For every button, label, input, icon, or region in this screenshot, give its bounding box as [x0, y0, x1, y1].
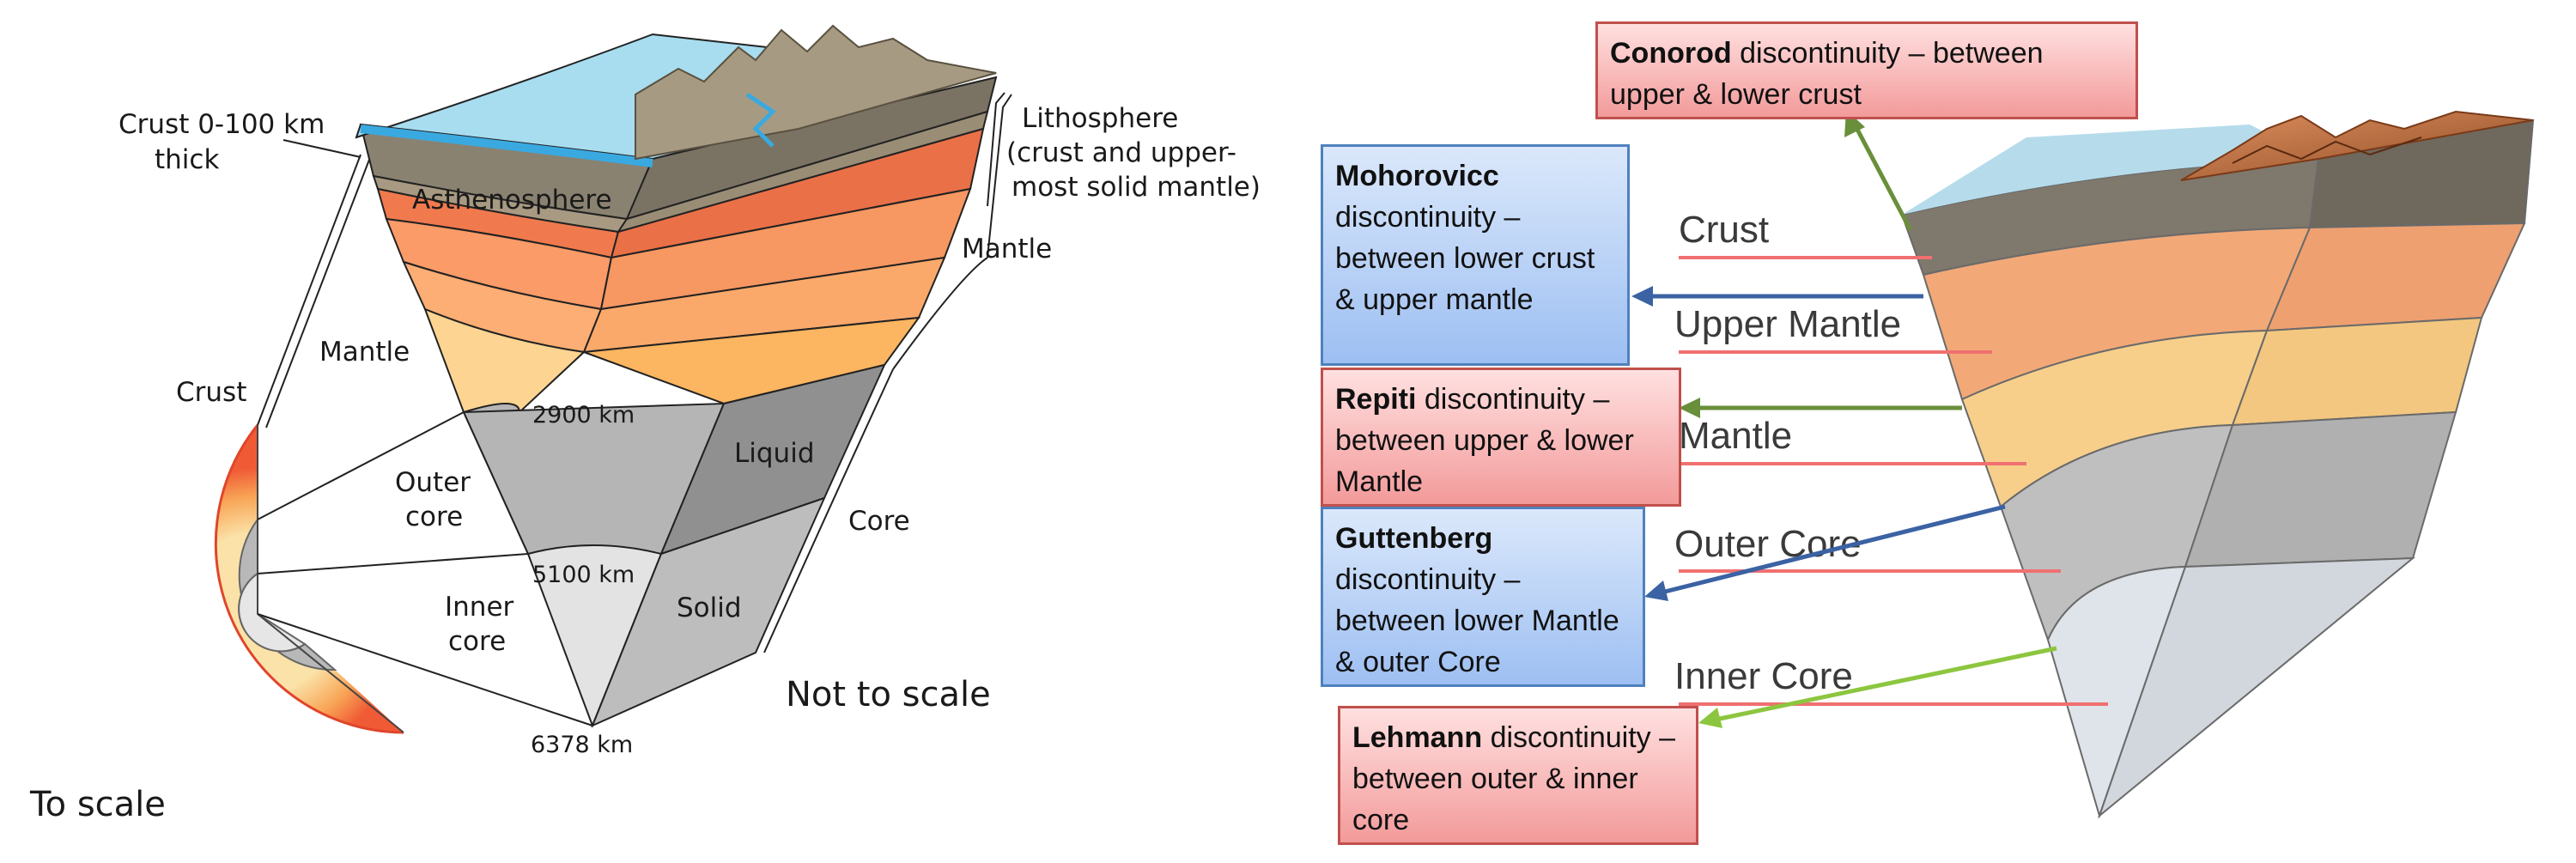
guttenberg-text: discontinuity – between lower Mantle & o…	[1335, 563, 1619, 678]
right-terrain	[2180, 110, 2534, 181]
right-layer-labels: Crust Upper Mantle Mantle Outer Core Inn…	[1674, 209, 1901, 697]
discontinuity-arrows	[1631, 110, 2057, 728]
conorod-box: Conorod discontinuity – between upper & …	[1595, 21, 2138, 119]
mohorovicc-name: Mohorovicc	[1335, 160, 1499, 192]
lehmann-name: Lehmann	[1352, 721, 1483, 754]
lithosphere-label: Lithosphere	[1022, 103, 1178, 134]
right-inner-core-label: Inner Core	[1674, 655, 1853, 697]
conorod-arrow	[1852, 123, 1913, 232]
lehmann-text: discontinuity – between outer & inner co…	[1352, 721, 1676, 836]
lehmann-box: Lehmann discontinuity – between outer & …	[1338, 706, 1698, 845]
wedge-side	[582, 76, 998, 727]
mantle-bracket-label: Mantle	[962, 234, 1052, 264]
wedge-top	[355, 24, 997, 167]
scale-inner-core	[238, 572, 307, 653]
outer-core-label: Outer	[395, 467, 471, 498]
mohorovicc-box: Mohorovicc discontinuity – between lower…	[1321, 144, 1630, 366]
brackets	[763, 92, 1012, 653]
liquid-label: Liquid	[734, 438, 815, 469]
right-diagram: Crust Upper Mantle Mantle Outer Core Inn…	[1631, 110, 2535, 819]
right-inner-core-layer	[2046, 565, 2187, 819]
right-wedge-front	[1900, 157, 2320, 819]
mohorovicc-text: discontinuity – between lower crust & up…	[1335, 201, 1595, 316]
left-labels: Crust 0-100 km thick Asthenosphere Litho…	[29, 103, 1261, 824]
crust-thickness-label-2: thick	[155, 144, 219, 175]
core-label: Core	[848, 506, 910, 537]
lithosphere-label-2: (crust and upper-	[1006, 137, 1236, 168]
right-wedge-top	[1902, 110, 2534, 215]
outer-core-label-2: core	[405, 501, 463, 532]
inner-core-label-2: core	[448, 626, 506, 657]
inner-core-label: Inner	[445, 592, 514, 623]
solid-core-face	[591, 496, 826, 727]
right-ocean	[1902, 125, 2318, 215]
wedge-front	[359, 123, 726, 728]
repiti-box: Repiti discontinuity – between upper & l…	[1321, 368, 1681, 507]
repiti-name: Repiti	[1335, 383, 1417, 416]
mountains	[635, 24, 997, 161]
right-mantle-label: Mantle	[1679, 415, 1792, 457]
conorod-name: Conorod	[1610, 37, 1732, 70]
left-diagram: Crust 0-100 km thick Asthenosphere Litho…	[29, 24, 1261, 824]
not-to-scale-label: Not to scale	[786, 675, 991, 714]
crust-label: Crust	[176, 377, 246, 408]
depth-2900-label: 2900 km	[532, 402, 635, 428]
solid-label: Solid	[677, 593, 742, 623]
guttenberg-arrow	[1661, 504, 2006, 595]
right-crust-label: Crust	[1679, 209, 1769, 251]
guttenberg-box: Guttenberg discontinuity – between lower…	[1321, 507, 1645, 687]
conorod-text: discontinuity – between upper & lower cr…	[1610, 37, 2044, 111]
crust-thickness-label: Crust 0-100 km	[118, 109, 325, 140]
connector-lines	[257, 154, 593, 726]
lehmann-arrow	[1715, 646, 2057, 722]
depth-5100-label: 5100 km	[532, 562, 635, 588]
guttenberg-name: Guttenberg	[1335, 522, 1493, 555]
to-scale-label: To scale	[29, 785, 166, 824]
repiti-text: discontinuity – between upper & lower Ma…	[1335, 383, 1634, 498]
scale-crust-mantle	[216, 425, 404, 732]
asthenosphere-label: Asthenosphere	[412, 185, 612, 216]
right-wedge-side	[2097, 119, 2535, 819]
depth-6378-label: 6378 km	[531, 732, 633, 758]
lithosphere-label-3: most solid mantle)	[1012, 172, 1261, 203]
to-scale-section	[214, 424, 404, 734]
mantle-label: Mantle	[319, 337, 410, 368]
right-upper-mantle-label: Upper Mantle	[1674, 303, 1901, 345]
right-outer-core-label: Outer Core	[1674, 523, 1862, 565]
